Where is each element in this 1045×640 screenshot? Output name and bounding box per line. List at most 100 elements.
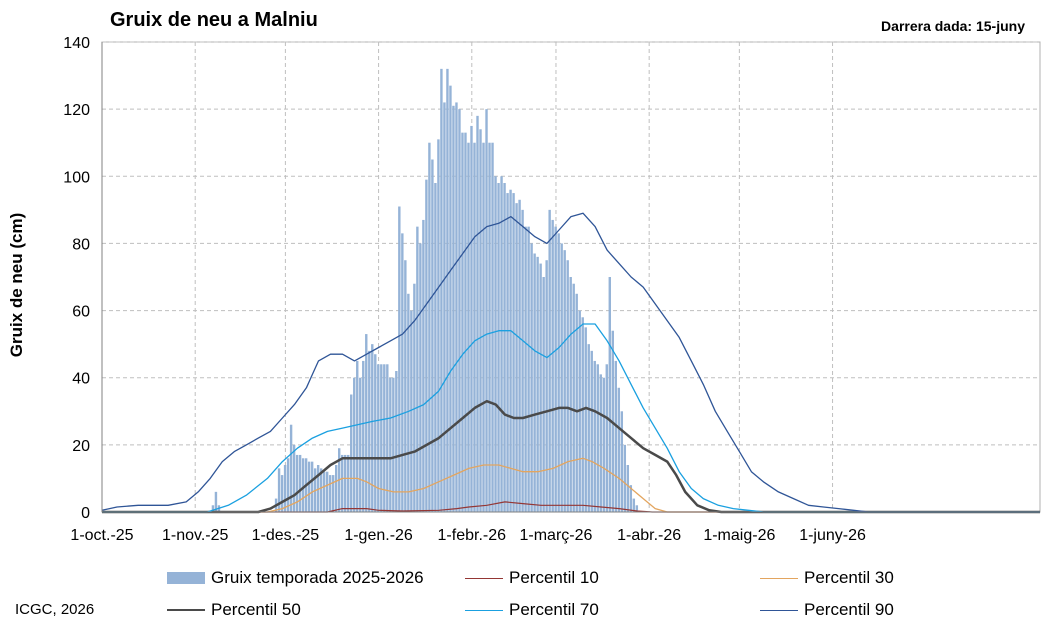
snow-depth-bar: [307, 461, 311, 512]
snow-depth-bar: [347, 454, 350, 512]
x-tick-label: 1-maig-26: [703, 527, 775, 544]
snow-depth-bar: [542, 277, 545, 512]
snow-depth-bar: [545, 260, 548, 512]
snow-depth-bar: [629, 485, 633, 512]
snow-depth-bar: [428, 142, 431, 512]
snow-depth-bar: [512, 193, 515, 513]
snow-depth-bar: [458, 109, 461, 513]
x-tick-label: 1-oct.-25: [70, 527, 133, 544]
snow-depth-bar: [557, 233, 560, 512]
snow-depth-bar: [569, 277, 572, 512]
snow-depth-bar: [392, 377, 395, 512]
y-tick-label: 60: [72, 304, 90, 321]
snow-depth-bar: [298, 454, 302, 512]
snow-depth-bar: [524, 226, 527, 512]
snow-depth-bar: [548, 209, 551, 512]
snow-depth-bar: [371, 344, 374, 512]
snow-depth-bar: [341, 454, 344, 512]
x-tick-label: 1-març-26: [520, 527, 593, 544]
snow-depth-bar: [470, 125, 473, 512]
snow-depth-bar: [587, 344, 590, 512]
x-tick-label: 1-nov.-25: [162, 527, 229, 544]
snow-depth-bar: [380, 364, 383, 512]
snow-depth-bar: [461, 132, 464, 512]
y-tick-label: 0: [81, 505, 90, 522]
snow-depth-bar: [563, 250, 566, 512]
snow-depth-bar: [395, 371, 398, 512]
snow-depth-bar: [431, 159, 434, 512]
snow-depth-bar: [344, 454, 347, 512]
snow-depth-bar: [407, 293, 410, 512]
snow-depth-bar: [383, 364, 386, 512]
snow-depth-bar: [410, 310, 413, 512]
snow-depth-bar: [368, 350, 371, 512]
snow-depth-bar: [467, 142, 470, 512]
snow-depth-bar: [590, 350, 593, 512]
snow-depth-bar: [566, 260, 569, 512]
snow-depth-bar: [211, 505, 215, 512]
snow-depth-bar: [497, 183, 500, 512]
snow-depth-bar: [521, 209, 524, 512]
snow-depth-bar: [359, 377, 362, 512]
y-axis-title: Gruix de neu (cm): [7, 213, 26, 358]
snow-depth-bar: [518, 199, 521, 513]
snow-depth-bar: [476, 115, 479, 512]
y-tick-label: 140: [63, 35, 90, 52]
snow-depth-bar: [377, 364, 380, 512]
snow-depth-bar: [280, 475, 284, 512]
snow-depth-bar: [479, 129, 482, 513]
snow-depth-bar: [401, 233, 404, 512]
snow-depth-bar: [452, 105, 455, 513]
snow-depth-bar: [605, 364, 608, 512]
y-tick-label: 100: [63, 169, 90, 186]
snow-depth-bar: [325, 471, 329, 512]
snow-depth-bar: [596, 364, 599, 512]
snow-depth-bar: [506, 193, 509, 513]
y-tick-label: 20: [72, 438, 90, 455]
snow-depth-bar: [593, 360, 596, 512]
snow-depth-bar: [482, 142, 485, 512]
snow-depth-bar: [575, 293, 578, 512]
snow-depth-bar: [386, 364, 389, 512]
snow-depth-bar: [422, 219, 425, 512]
snow-depth-bar: [449, 85, 452, 513]
x-tick-label: 1-febr.-26: [438, 527, 507, 544]
snow-depth-bar: [440, 68, 443, 512]
x-tick-label: 1-des.-25: [252, 527, 320, 544]
snow-depth-bar: [623, 444, 627, 512]
series-line-p50: [102, 399, 1040, 514]
x-tick-label: 1-abr.-26: [617, 527, 681, 544]
snow-depth-bar: [572, 283, 575, 512]
y-tick-label: 80: [72, 236, 90, 253]
snow-depth-bar: [617, 387, 621, 512]
snow-depth-bar: [488, 142, 491, 512]
snow-depth-bar: [328, 475, 332, 512]
snow-depth-bar: [500, 176, 503, 513]
snow-depth-bar: [608, 277, 611, 512]
snow-depth-bar: [560, 243, 563, 512]
snow-depth-bar: [398, 206, 401, 512]
snow-depth-bar: [295, 454, 299, 512]
snow-depth-bar: [353, 377, 356, 512]
snow-depth-bar: [632, 498, 636, 512]
x-tick-label: 1-gen.-26: [344, 527, 413, 544]
snow-depth-bar: [350, 394, 353, 512]
snow-depth-bar: [536, 256, 539, 512]
snow-depth-bar: [491, 142, 494, 512]
snow-depth-bar: [289, 424, 293, 512]
series-line-p10: [102, 501, 1040, 513]
snow-depth-bar: [292, 444, 296, 512]
snow-depth-bar: [362, 360, 365, 512]
snow-depth-bar: [425, 179, 428, 512]
chart-title: Gruix de neu a Malniu: [110, 9, 318, 31]
snow-depth-bar: [539, 263, 542, 512]
snow-depth-bar: [301, 458, 305, 512]
snow-depth-bar: [533, 253, 536, 512]
snow-depth-bar: [331, 475, 335, 512]
snow-depth-bar: [455, 102, 458, 512]
snow-depth-bar: [319, 468, 323, 512]
snow-depth-bar: [416, 226, 419, 512]
snow-depth-bar: [620, 411, 624, 512]
snow-depth-bar: [602, 377, 605, 512]
